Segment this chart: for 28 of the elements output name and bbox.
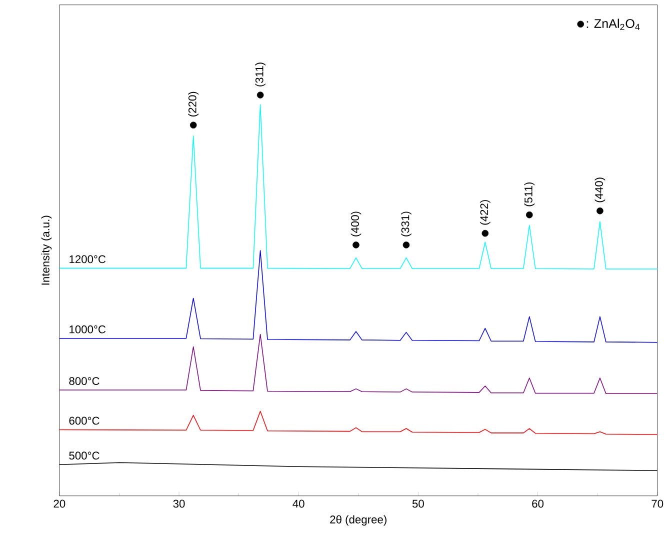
point — [190, 122, 197, 128]
x-tick-label: 50 — [412, 500, 424, 508]
x-tick-label: 60 — [532, 500, 544, 508]
annotation: (440) — [594, 177, 606, 202]
annotation: (311) — [255, 62, 266, 86]
point — [352, 241, 360, 248]
x-tick-label: 20 — [54, 500, 66, 508]
series-label: 1000°C — [70, 325, 106, 334]
series-label: 800°C — [69, 376, 100, 385]
annotation: (511) — [524, 182, 535, 206]
annotation: (422) — [480, 200, 490, 225]
x-tick-label: 30 — [173, 500, 185, 508]
point — [482, 230, 489, 237]
legend-label: : ZnAl$_{2}$O$_{4}$ — [586, 18, 640, 30]
x-axis-title: 2θ (degree) — [330, 515, 386, 526]
series-label: 1200°C — [70, 255, 106, 263]
point — [526, 211, 533, 218]
x-tick-label: 40 — [292, 500, 304, 508]
annotation: (220) — [188, 92, 199, 116]
series-label: 600°C — [69, 416, 100, 425]
series-label: 500°C — [69, 452, 100, 460]
y-axis-title: Intensity (a.u.) — [41, 216, 52, 284]
annotation: (400) — [350, 212, 362, 236]
annotation: (331) — [401, 212, 412, 236]
x-tick-label: 70 — [652, 500, 664, 508]
point — [596, 207, 604, 214]
point — [256, 91, 264, 98]
point — [402, 241, 410, 248]
